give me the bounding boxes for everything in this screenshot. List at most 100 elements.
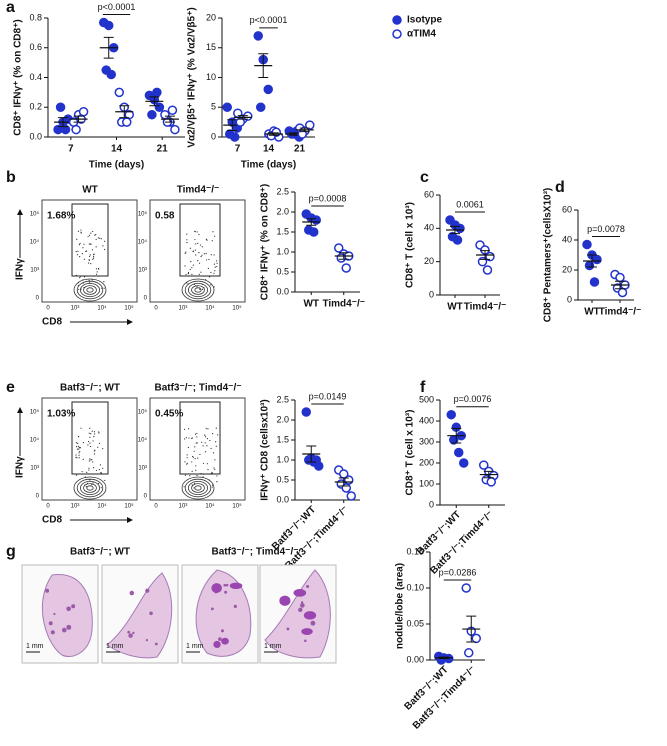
event — [192, 456, 194, 458]
y-tick-label: 0.5 — [276, 266, 289, 276]
annotation: 0.0061 — [456, 199, 484, 209]
event — [75, 445, 78, 448]
y-tick-label: 1.5 — [276, 226, 289, 236]
flow-tick: 10³ — [138, 466, 147, 472]
event — [209, 439, 211, 442]
event — [192, 264, 194, 266]
lung-section — [106, 572, 173, 659]
data-point — [446, 409, 456, 420]
error-bar — [258, 53, 269, 78]
legend-marker — [392, 15, 402, 25]
y-tick-label: 500 — [419, 394, 434, 404]
flow-tick: 0 — [36, 296, 40, 302]
gate-value: 1.03% — [47, 409, 75, 420]
event — [185, 273, 187, 276]
data-point — [152, 87, 162, 98]
event — [89, 427, 91, 429]
event — [184, 474, 187, 476]
event — [87, 444, 89, 446]
event — [184, 252, 186, 254]
y-tick-label: 0.8 — [29, 12, 42, 22]
event — [212, 231, 214, 233]
error-bar — [227, 119, 238, 131]
event — [194, 249, 196, 251]
event — [186, 233, 188, 235]
error-bar — [73, 115, 84, 123]
event — [188, 437, 190, 439]
event — [98, 482, 100, 485]
flow-tick: 10⁴ — [138, 437, 148, 444]
vessel — [225, 583, 229, 587]
data-point — [314, 461, 324, 471]
error-bar — [466, 615, 477, 643]
x-tick-label: 7 — [235, 144, 241, 155]
event — [94, 234, 96, 236]
event — [204, 434, 206, 436]
event — [184, 265, 186, 267]
x-tick-label: 7 — [68, 144, 74, 155]
event — [93, 433, 96, 435]
contour — [86, 485, 94, 491]
event — [211, 484, 214, 486]
nodule — [229, 582, 243, 590]
event — [76, 448, 79, 450]
event — [196, 286, 198, 288]
event — [92, 461, 94, 463]
event — [196, 436, 198, 438]
x-tick-label: WT — [447, 302, 463, 313]
event — [93, 253, 95, 255]
event — [210, 254, 212, 256]
flow-tick: 10⁴ — [30, 437, 40, 444]
event — [88, 234, 91, 237]
y-axis-label: CD8⁺ Pentamers⁺(cellsX10³) — [543, 188, 554, 323]
vessel — [286, 627, 290, 631]
event — [91, 430, 93, 432]
contour — [184, 280, 212, 300]
y-tick-label: 0 — [211, 131, 216, 141]
x-tick-label: Timd4⁻/⁻ — [464, 302, 507, 313]
event — [80, 231, 82, 233]
event — [88, 432, 90, 434]
event — [100, 487, 102, 489]
vessel — [127, 630, 131, 634]
event — [187, 272, 190, 275]
event — [203, 473, 205, 475]
scale-label: 1 mm — [186, 643, 204, 650]
event — [216, 265, 218, 268]
flow-tick: 0 — [144, 494, 148, 500]
x-axis-label: Time (days) — [241, 160, 296, 171]
vessel — [48, 621, 53, 626]
error-bar — [483, 470, 494, 479]
vessel — [300, 603, 305, 608]
flow-tick: 10⁵ — [232, 503, 242, 510]
event — [89, 445, 92, 448]
error-bar — [299, 127, 310, 133]
data-point — [486, 477, 496, 487]
y-axis-label: CD8⁺ T (cell x 10³) — [405, 410, 416, 496]
legend-label: Isotype — [407, 15, 442, 26]
y-tick-label: 0.0 — [276, 494, 289, 504]
event — [89, 243, 91, 245]
data-point — [344, 475, 354, 485]
y-tick-label: 100 — [419, 478, 434, 488]
event — [213, 272, 215, 274]
error-bar — [237, 115, 248, 120]
event — [205, 259, 208, 261]
vessel — [224, 590, 228, 594]
event — [206, 463, 208, 465]
event — [204, 442, 206, 444]
event — [189, 475, 191, 477]
y-tick-label: 0.15 — [406, 546, 424, 556]
y-tick-label: 20 — [206, 12, 216, 22]
event — [75, 250, 77, 253]
event — [191, 470, 193, 472]
event — [211, 472, 213, 474]
event — [198, 262, 201, 264]
data-point — [253, 31, 263, 41]
event — [191, 437, 193, 439]
data-point — [122, 117, 132, 127]
flow-tick: 10³ — [71, 504, 80, 510]
y-tick-label: 60 — [424, 189, 434, 199]
event — [82, 442, 85, 444]
data-point — [311, 215, 321, 225]
